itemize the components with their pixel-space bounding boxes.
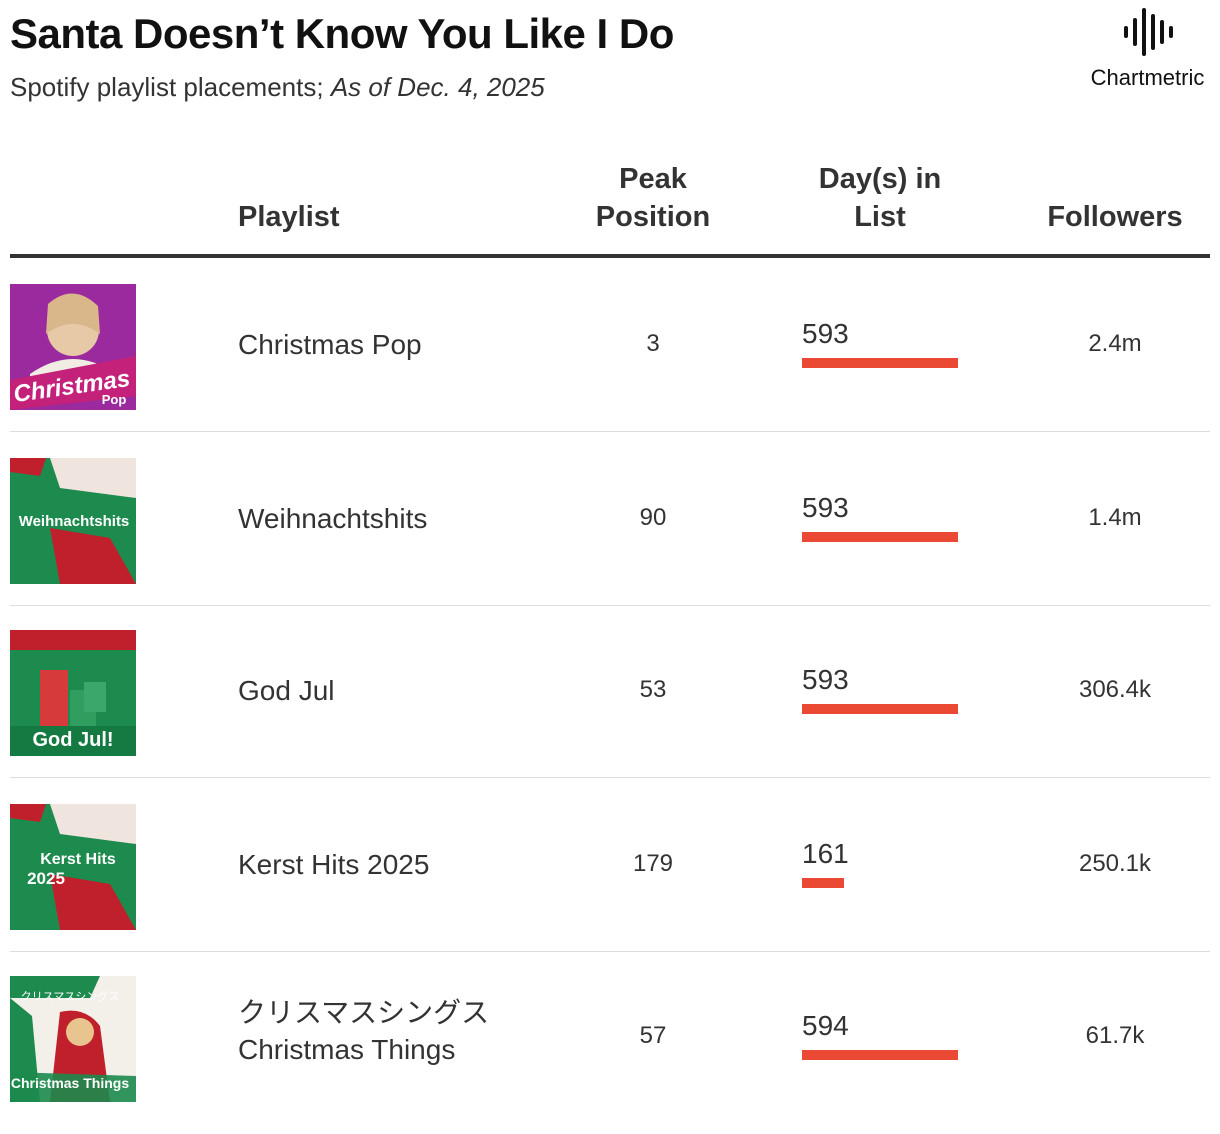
days-in-list-value: 593 xyxy=(802,492,849,523)
table-row: クリスマスシングス Christmas Things クリスマスシングス Christ… xyxy=(10,950,1210,1124)
svg-text:Pop: Pop xyxy=(102,392,127,407)
followers-value: 306.4k xyxy=(1078,676,1152,703)
playlist-name[interactable]: クリスマスシングス Christmas Things xyxy=(238,994,489,1068)
svg-text:クリスマスシングス: クリスマスシングス xyxy=(21,989,120,1003)
peak-header-line2: Position xyxy=(595,201,711,233)
playlist-cover[interactable]: Christmas Pop xyxy=(10,284,136,410)
playlist-name-line2: Christmas Things xyxy=(238,1034,456,1065)
followers-value: 1.4m xyxy=(1088,504,1142,531)
chart-title: Santa Doesn’t Know You Like I Do xyxy=(10,10,674,57)
svg-text:God Jul!: God Jul! xyxy=(32,729,113,751)
chartmetric-logo: Chartmetric xyxy=(1080,8,1215,91)
days-in-list-bar xyxy=(802,358,958,368)
peak-position-value: 3 xyxy=(646,330,660,357)
table-row: Weihnachtshits Weihnachtshits 90 593 1.4m xyxy=(10,432,1210,606)
peak-position-value: 53 xyxy=(639,676,667,703)
peak-header-line1: Peak xyxy=(619,163,687,195)
row-divider xyxy=(10,431,1210,432)
peak-position-value: 90 xyxy=(639,504,667,531)
followers-value: 61.7k xyxy=(1085,1022,1145,1049)
days-in-list-value: 593 xyxy=(802,318,849,349)
chart-subtitle: Spotify playlist placements; As of Dec. … xyxy=(10,72,545,103)
playlist-name-line1: Christmas Pop xyxy=(238,329,422,360)
svg-text:2025: 2025 xyxy=(27,869,65,888)
playlist-cover[interactable]: クリスマスシングス Christmas Things xyxy=(10,976,136,1102)
svg-text:Kerst Hits: Kerst Hits xyxy=(40,851,116,868)
header-divider xyxy=(10,254,1210,258)
subtitle-text: Spotify playlist placements; xyxy=(10,72,324,102)
column-header-followers: Followers xyxy=(1047,201,1183,233)
days-in-list-bar xyxy=(802,532,958,542)
table-row: Kerst Hits 2025 Kerst Hits 2025 179 161 250.1… xyxy=(10,778,1210,952)
svg-text:Christmas Things: Christmas Things xyxy=(11,1075,129,1091)
playlist-cover-art: Weihnachtshits xyxy=(10,458,136,584)
logo-text: Chartmetric xyxy=(1090,65,1205,90)
row-divider xyxy=(10,605,1210,606)
playlist-cover[interactable]: God Jul! xyxy=(10,630,136,756)
days-in-list-bar xyxy=(802,704,958,714)
svg-text:Weihnachtshits: Weihnachtshits xyxy=(19,513,130,530)
playlist-name-line1: Kerst Hits 2025 xyxy=(238,849,430,880)
peak-position-value: 179 xyxy=(632,850,674,877)
waveform-icon xyxy=(1123,8,1173,56)
followers-value: 2.4m xyxy=(1088,330,1142,357)
playlist-cover-art: God Jul! xyxy=(10,630,136,756)
playlist-name[interactable]: God Jul xyxy=(238,672,335,709)
days-in-list-value: 593 xyxy=(802,664,849,695)
column-header-playlist: Playlist xyxy=(238,201,340,233)
playlist-name[interactable]: Weihnachtshits xyxy=(238,500,427,537)
playlist-name-line1: クリスマスシングス xyxy=(238,997,490,1028)
row-divider xyxy=(10,777,1210,778)
subtitle-date: As of Dec. 4, 2025 xyxy=(330,72,545,102)
playlist-name-line1: Weihnachtshits xyxy=(238,503,428,534)
playlist-name[interactable]: Christmas Pop xyxy=(238,326,422,363)
playlist-cover[interactable]: Weihnachtshits xyxy=(10,458,136,584)
days-in-list-bar xyxy=(802,1050,958,1060)
peak-position-value: 57 xyxy=(639,1022,667,1049)
days-header-line1: Day(s) in xyxy=(818,163,942,195)
column-header-peak-position: Peak Position xyxy=(573,160,733,236)
playlist-name[interactable]: Kerst Hits 2025 xyxy=(238,846,429,883)
table-row: Christmas Pop Christmas Pop 3 593 2.4m xyxy=(10,258,1210,432)
playlist-cover-art: クリスマスシングス Christmas Things xyxy=(10,976,136,1102)
days-in-list-value: 161 xyxy=(802,838,849,869)
days-in-list-bar xyxy=(802,878,844,888)
row-divider xyxy=(10,951,1210,952)
days-header-line2: List xyxy=(854,201,906,233)
days-in-list-value: 594 xyxy=(802,1010,849,1041)
column-header-days-in-list: Day(s) in List xyxy=(780,160,980,236)
playlist-cover[interactable]: Kerst Hits 2025 xyxy=(10,804,136,930)
followers-value: 250.1k xyxy=(1078,850,1152,877)
playlist-name-line1: God Jul xyxy=(238,675,335,706)
table-row: God Jul! God Jul 53 593 306.4k xyxy=(10,604,1210,778)
